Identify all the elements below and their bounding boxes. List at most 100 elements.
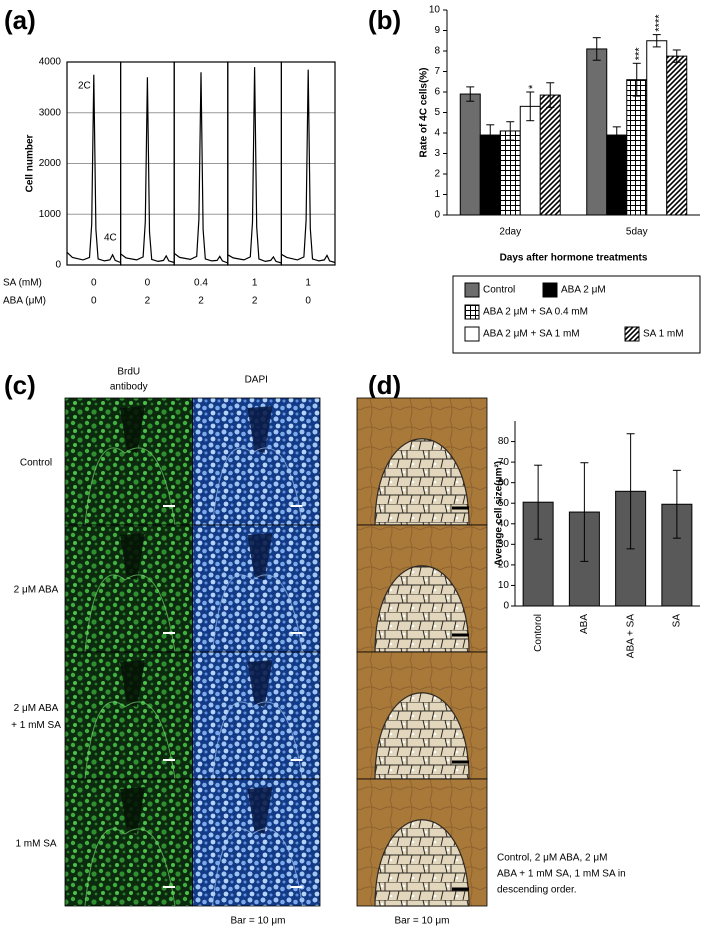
bar bbox=[626, 79, 648, 216]
tissue-outline bbox=[212, 574, 303, 653]
x-row-value: 1 bbox=[252, 278, 258, 289]
y-tick-label: 70 bbox=[498, 457, 510, 468]
bar bbox=[499, 130, 521, 216]
y-tick-label: 4 bbox=[434, 128, 440, 139]
bar bbox=[586, 48, 608, 216]
bar bbox=[606, 134, 628, 216]
x-tick-label: Contorol bbox=[533, 614, 544, 652]
legend-label: Control bbox=[483, 285, 515, 296]
meristem-gap bbox=[120, 533, 145, 580]
x-row-value: 1 bbox=[305, 278, 311, 289]
y-tick-label: 1 bbox=[434, 189, 440, 200]
x-tick-label: 5day bbox=[626, 227, 648, 238]
y-tick-label: 3 bbox=[434, 148, 440, 159]
y-tick-label: 7 bbox=[434, 66, 440, 77]
legend-swatch bbox=[624, 326, 640, 342]
meristem-gap bbox=[120, 406, 145, 453]
meristem-gap bbox=[120, 660, 145, 707]
y-tick-label: 10 bbox=[429, 5, 441, 16]
legend-label: ABA 2 μM + SA 0.4 mM bbox=[483, 307, 588, 318]
bar bbox=[539, 94, 561, 216]
y-tick-label: 50 bbox=[498, 498, 510, 509]
y-tick-label: 4000 bbox=[39, 57, 62, 68]
panel-label: (d) bbox=[368, 370, 401, 400]
y-tick-label: 30 bbox=[498, 539, 510, 550]
bar bbox=[666, 55, 688, 216]
legend-label: SA 1 mM bbox=[643, 329, 684, 340]
tissue-outline bbox=[84, 574, 176, 653]
meristem-gap bbox=[247, 533, 273, 580]
y-tick-label: 10 bbox=[498, 580, 510, 591]
y-tick-label: 5 bbox=[434, 107, 440, 118]
tissue-outline bbox=[84, 701, 176, 780]
panel-frame bbox=[280, 61, 336, 266]
y-tick-label: 80 bbox=[498, 436, 510, 447]
x-row-value: 2 bbox=[198, 296, 204, 307]
x-row-value: 0 bbox=[305, 296, 311, 307]
significance: **** bbox=[654, 14, 666, 32]
x-tick-label: ABA bbox=[579, 614, 590, 634]
tissue-outline bbox=[212, 828, 303, 907]
x-row-value: 0 bbox=[91, 296, 97, 307]
caption: ABA + 1 mM SA, 1 mM SA in bbox=[497, 869, 626, 880]
tissue-outline bbox=[84, 828, 176, 907]
meristem-dome bbox=[374, 565, 470, 653]
annotation: 4C bbox=[104, 233, 117, 244]
x-row-value: 0 bbox=[91, 278, 97, 289]
x-tick-label: ABA + SA bbox=[625, 614, 636, 659]
legend-label: ABA 2 μM + SA 1 mM bbox=[483, 329, 580, 340]
histogram-line bbox=[281, 69, 336, 264]
legend-box bbox=[452, 275, 701, 354]
x-row-value: 0 bbox=[145, 278, 151, 289]
meristem-dome bbox=[374, 692, 470, 780]
y-tick-label: 0 bbox=[55, 260, 61, 271]
y-axis-label: Cell number bbox=[25, 135, 36, 193]
row-label: 2 μM ABA bbox=[14, 585, 59, 596]
y-tick-label: 1000 bbox=[39, 209, 62, 220]
meristem-dome bbox=[374, 819, 470, 907]
y-tick-label: 8 bbox=[434, 46, 440, 57]
significance: *** bbox=[634, 47, 646, 61]
legend-swatch bbox=[464, 282, 480, 298]
caption: Control, 2 μM ABA, 2 μM bbox=[497, 853, 607, 864]
y-tick-label: 9 bbox=[434, 25, 440, 36]
bar bbox=[646, 40, 668, 216]
annotation: 2C bbox=[78, 81, 91, 92]
row-label: + 1 mM SA bbox=[11, 720, 61, 731]
meristem-gap bbox=[247, 787, 273, 834]
tissue-outline bbox=[212, 701, 303, 780]
x-row-value: 0.4 bbox=[194, 278, 208, 289]
x-tick-label: SA bbox=[672, 614, 683, 628]
scale-bar-label: Bar = 10 μm bbox=[395, 916, 450, 927]
panel-label: (b) bbox=[368, 5, 401, 35]
y-tick-label: 2 bbox=[434, 169, 440, 180]
histogram-line bbox=[66, 74, 121, 264]
legend-label: ABA 2 μM bbox=[561, 285, 606, 296]
y-tick-label: 20 bbox=[498, 560, 510, 571]
x-row-value: 2 bbox=[252, 296, 258, 307]
histogram-line bbox=[173, 72, 229, 264]
caption: descending order. bbox=[497, 885, 577, 896]
meristem-gap bbox=[247, 660, 273, 707]
legend-swatch bbox=[542, 282, 558, 298]
x-tick-label: 2day bbox=[499, 227, 521, 238]
x-axis-label: Days after hormone treatments bbox=[500, 253, 648, 264]
panel-label: (c) bbox=[4, 370, 36, 400]
y-tick-label: 2000 bbox=[39, 158, 62, 169]
x-row-label: ABA (μM) bbox=[3, 296, 46, 307]
histogram-line bbox=[120, 77, 175, 264]
y-axis-label: Rate of 4C cells(%) bbox=[419, 67, 430, 157]
meristem-dome bbox=[374, 438, 470, 526]
column-header: DAPI bbox=[245, 375, 268, 386]
bar bbox=[459, 93, 481, 216]
x-row-value: 2 bbox=[145, 296, 151, 307]
row-label: 2 μM ABA bbox=[14, 703, 59, 714]
histogram-line bbox=[227, 67, 282, 264]
panel-label: (a) bbox=[4, 5, 36, 35]
legend-swatch bbox=[464, 304, 480, 320]
y-axis-label: Average cell size(μm²) bbox=[494, 461, 505, 566]
tissue-outline bbox=[84, 447, 176, 526]
y-tick-label: 60 bbox=[498, 477, 510, 488]
y-tick-label: 40 bbox=[498, 518, 510, 529]
